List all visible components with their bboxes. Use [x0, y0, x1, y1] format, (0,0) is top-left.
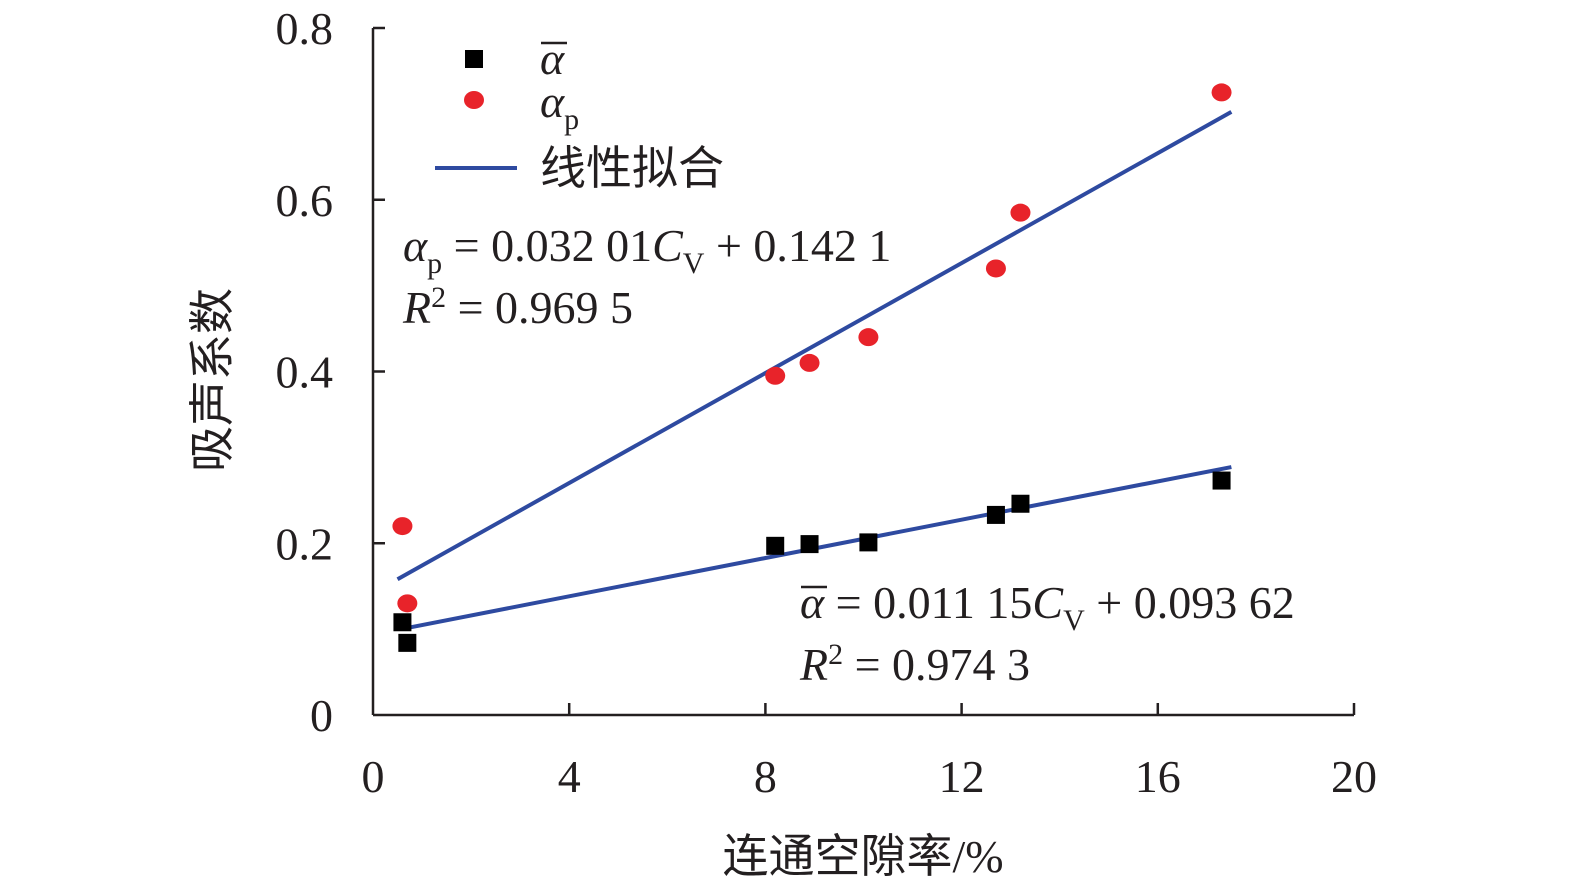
x-tick-label: 0 — [362, 751, 385, 802]
data-point-square — [986, 505, 1005, 524]
legend-alpha-p-main: α — [540, 76, 565, 127]
y-tick-label: 0 — [310, 690, 333, 741]
data-point-circle — [397, 594, 418, 613]
legend-label-alpha-bar: α — [540, 33, 565, 84]
data-point-circle — [765, 366, 786, 385]
annotation-alpha-bar-r2: R2 = 0.974 3 — [799, 638, 1030, 690]
legend: α αp 线性拟合 — [435, 33, 724, 194]
y-tick-label: 0.4 — [276, 347, 334, 398]
legend-circle-marker — [464, 91, 484, 109]
y-axis-title: 吸声系数 — [187, 288, 238, 472]
x-tick-label: 4 — [558, 751, 581, 802]
data-point-square — [859, 533, 878, 552]
legend-alpha-p-sub: p — [564, 103, 579, 136]
ticks: 0 4 8 12 16 20 0 0.2 0.4 0.6 0.8 — [276, 3, 1378, 802]
data-point-circle — [799, 353, 820, 372]
x-tick-label: 16 — [1135, 751, 1181, 802]
fit-line — [396, 110, 1233, 581]
data-point-square — [393, 613, 412, 632]
data-point-circle — [1010, 203, 1031, 222]
data-point-circle — [985, 259, 1006, 278]
fit-lines — [396, 110, 1233, 630]
fit-line — [406, 465, 1232, 630]
annotation-alpha-p-equation: αp = 0.032 01CV + 0.142 1 — [403, 220, 891, 280]
data-point-square — [766, 536, 785, 555]
data-point-square — [800, 535, 819, 554]
y-tick-label: 0.8 — [276, 3, 334, 54]
legend-square-marker — [465, 50, 483, 68]
x-tick-label: 20 — [1331, 751, 1377, 802]
x-tick-label: 8 — [754, 751, 777, 802]
y-tick-label: 0.6 — [276, 175, 334, 226]
annotation-alpha-bar: α = 0.011 15CV + 0.093 62 R2 = 0.974 3 — [799, 577, 1295, 690]
legend-label-fit: 线性拟合 — [540, 143, 724, 194]
data-point-square — [1011, 494, 1030, 513]
data-point-circle — [1211, 83, 1232, 102]
annotation-alpha-p-r2: R2 = 0.969 5 — [402, 281, 633, 333]
data-point-circle — [858, 328, 879, 347]
x-tick-label: 12 — [939, 751, 985, 802]
x-axis-title: 连通空隙率/% — [722, 831, 1003, 882]
annotation-alpha-bar-equation: α = 0.011 15CV + 0.093 62 — [800, 577, 1295, 637]
data-point-square — [398, 633, 417, 652]
markers — [392, 83, 1232, 652]
data-point-circle — [392, 517, 413, 536]
annotation-alpha-p: αp = 0.032 01CV + 0.142 1 R2 = 0.969 5 — [402, 220, 891, 333]
data-point-square — [1212, 471, 1231, 490]
legend-label-alpha-p: αp — [540, 76, 579, 136]
y-tick-label: 0.2 — [276, 518, 334, 569]
